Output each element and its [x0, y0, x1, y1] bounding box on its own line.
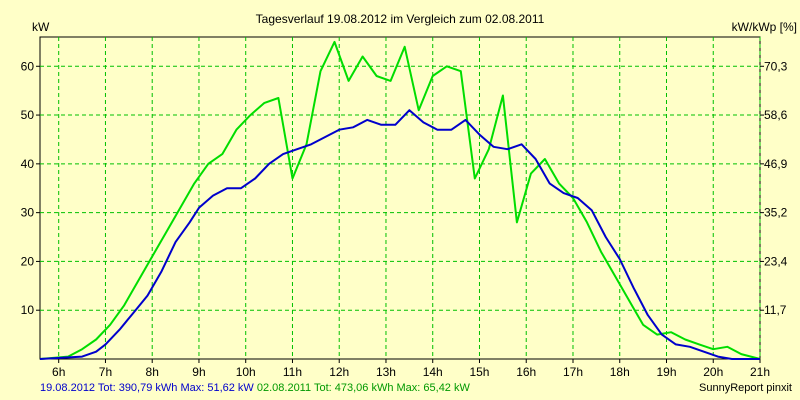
- footer-summary: 19.08.2012 Tot: 390,79 kWh Max: 51,62 kW…: [40, 382, 470, 394]
- y-left-tick-label: 60: [21, 59, 35, 73]
- series-lines: [39, 40, 761, 360]
- y-left-tick-label: 50: [21, 108, 35, 122]
- x-tick-label: 18h: [610, 365, 630, 379]
- x-tick-label: 15h: [469, 365, 489, 379]
- y-axis-right-label: kW/kWp [%]: [732, 20, 797, 34]
- y-axis-left-ticks: 10 20 30 40 50 60: [21, 59, 40, 317]
- gridlines: [40, 37, 761, 359]
- x-tick-label: 8h: [146, 365, 159, 379]
- chart-title: Tagesverlauf 19.08.2012 im Vergleich zum…: [256, 12, 545, 26]
- x-tick-label: 21h: [750, 365, 770, 379]
- y-right-tick-label: 11,7: [764, 303, 787, 317]
- x-tick-label: 17h: [563, 365, 583, 379]
- plot-frame: [39, 36, 761, 360]
- y-left-tick-label: 40: [21, 157, 35, 171]
- y-right-tick-label: 46,9: [764, 157, 788, 171]
- x-tick-label: 11h: [283, 365, 302, 379]
- series-2-summary: 02.08.2011 Tot: 473,06 kWh Max: 65,42 kW: [253, 382, 470, 394]
- x-tick-label: 13h: [376, 365, 396, 379]
- credit-text: SunnyReport pinxit: [699, 382, 792, 394]
- y-left-tick-label: 10: [21, 303, 35, 317]
- y-axis-right-ticks: 11,7 23,4 35,2 46,9 58,6 70,3: [760, 59, 788, 317]
- y-left-tick-label: 30: [21, 206, 35, 220]
- x-tick-label: 6h: [52, 365, 65, 379]
- y-right-tick-label: 58,6: [764, 108, 788, 122]
- x-tick-label: 10h: [236, 365, 256, 379]
- y-right-tick-label: 35,2: [764, 206, 788, 220]
- x-tick-label: 16h: [516, 365, 536, 379]
- y-left-tick-label: 20: [21, 254, 35, 268]
- x-axis-ticks: 6h 7h 8h 9h 10h 11h 12h 13h 14h 15h 16h 17h 18h 19h 20…: [52, 359, 770, 379]
- series-line-2: [39, 40, 761, 360]
- x-tick-label: 20h: [703, 365, 723, 379]
- y-right-tick-label: 23,4: [764, 254, 788, 268]
- x-tick-label: 9h: [192, 365, 205, 379]
- y-axis-left-label: kW: [32, 20, 50, 34]
- x-tick-label: 7h: [99, 365, 112, 379]
- y-right-tick-label: 70,3: [764, 59, 788, 73]
- x-tick-label: 14h: [423, 365, 443, 379]
- series-line-1: [39, 109, 760, 360]
- x-tick-label: 12h: [329, 365, 349, 379]
- x-tick-label: 19h: [656, 365, 676, 379]
- series-1-summary: 19.08.2012 Tot: 390,79 kWh Max: 51,62 kW: [40, 382, 254, 394]
